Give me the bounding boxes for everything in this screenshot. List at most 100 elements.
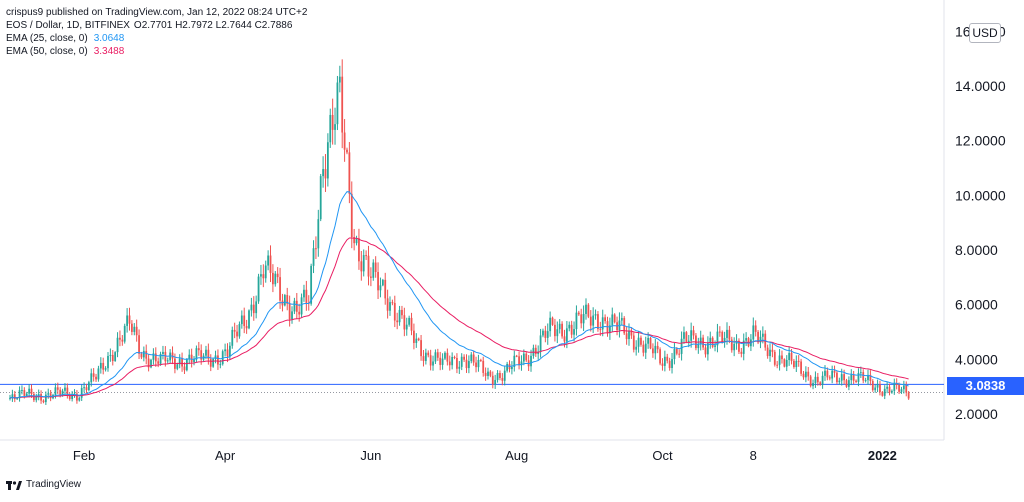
candle-body: [592, 315, 595, 326]
candle-body: [544, 330, 547, 338]
candle-body: [377, 272, 379, 291]
candle-body: [111, 354, 114, 362]
candle-body: [413, 330, 415, 343]
candle-body: [140, 353, 143, 358]
candle-body: [415, 338, 418, 343]
candle-body: [9, 397, 11, 399]
candle-body: [78, 397, 81, 401]
candle-body: [142, 350, 145, 358]
candle-body: [350, 193, 353, 237]
candle-body: [264, 265, 267, 279]
candle-body: [902, 385, 905, 390]
candle-body: [709, 337, 712, 344]
tradingview-logo-icon: [6, 480, 22, 490]
candle-body: [21, 390, 23, 392]
candle-body: [888, 386, 891, 393]
candle-body: [303, 289, 305, 298]
candle-body: [441, 358, 444, 365]
y-tick-label: 4.0000: [955, 351, 998, 367]
candle-body: [898, 384, 900, 392]
candle-body: [836, 372, 838, 383]
candle-body: [620, 318, 623, 321]
candle-body: [293, 300, 296, 312]
candle-body: [61, 390, 64, 395]
candle-body: [840, 374, 843, 381]
candle-body: [90, 373, 93, 383]
x-tick-label: 2022: [868, 448, 897, 463]
candle-body: [568, 324, 571, 329]
candle-body: [685, 332, 688, 342]
candle-body: [879, 384, 881, 392]
candle-body: [424, 352, 427, 361]
candle-body: [272, 272, 274, 285]
candle-body: [305, 289, 308, 303]
currency-badge[interactable]: USD: [969, 23, 1001, 43]
candle-body: [436, 352, 439, 358]
ema50-value: 3.3488: [93, 46, 125, 57]
candle-body: [759, 336, 762, 343]
candle-body: [487, 371, 489, 376]
candle-body: [570, 324, 573, 335]
candle-body: [97, 368, 100, 380]
candle-body: [475, 362, 477, 368]
candle-body: [869, 374, 872, 381]
y-tick-label: 12.0000: [955, 133, 1006, 149]
candle-body: [396, 320, 399, 323]
candle-body: [597, 314, 599, 330]
candle-body: [121, 339, 124, 342]
candle-body: [883, 388, 886, 396]
candle-body: [255, 301, 258, 314]
candle-body: [80, 388, 83, 398]
candle-body: [365, 255, 368, 257]
candle-body: [582, 313, 585, 324]
candle-body: [716, 331, 719, 346]
candle-body: [322, 169, 324, 177]
candle-body: [807, 371, 810, 377]
candle-body: [224, 349, 226, 352]
candle-body: [692, 330, 695, 336]
candle-body: [790, 352, 793, 361]
candle-body: [795, 360, 798, 368]
candle-body: [68, 394, 71, 399]
candle-body: [233, 329, 236, 332]
candle-body: [221, 351, 224, 365]
candle-body: [704, 347, 707, 355]
candle-body: [28, 388, 31, 394]
candle-body: [482, 360, 485, 373]
candle-body: [723, 337, 726, 343]
candle-body: [217, 355, 219, 365]
candle-body: [109, 354, 112, 356]
candle-body: [49, 393, 52, 399]
x-tick-label: Aug: [505, 448, 528, 463]
candle-body: [99, 362, 102, 369]
publisher-line: crispus9 published on TradingView.com, J…: [6, 7, 308, 18]
candle-body: [432, 361, 434, 366]
candle-body: [766, 347, 769, 357]
candle-body: [458, 366, 461, 369]
candle-body: [718, 331, 721, 333]
candle-body: [228, 345, 231, 357]
candle-body: [824, 370, 826, 376]
candle-body: [773, 351, 776, 365]
candle-body: [159, 353, 162, 364]
candle-body: [298, 311, 301, 315]
candle-body: [522, 353, 525, 362]
candle-body: [549, 317, 552, 332]
candle-body: [56, 387, 59, 390]
candle-body: [453, 357, 456, 359]
candle-body: [429, 355, 432, 366]
candle-body: [525, 353, 528, 361]
candle-body: [738, 340, 740, 352]
candle-body: [374, 262, 377, 273]
candle-body: [250, 304, 253, 311]
candle-body: [87, 382, 90, 391]
candle-body: [604, 317, 607, 322]
candle-body: [360, 261, 363, 272]
candle-body: [754, 325, 757, 332]
candle-body: [353, 236, 356, 244]
candle-body: [781, 355, 783, 360]
candle-body: [511, 366, 513, 370]
candle-body: [859, 372, 862, 374]
